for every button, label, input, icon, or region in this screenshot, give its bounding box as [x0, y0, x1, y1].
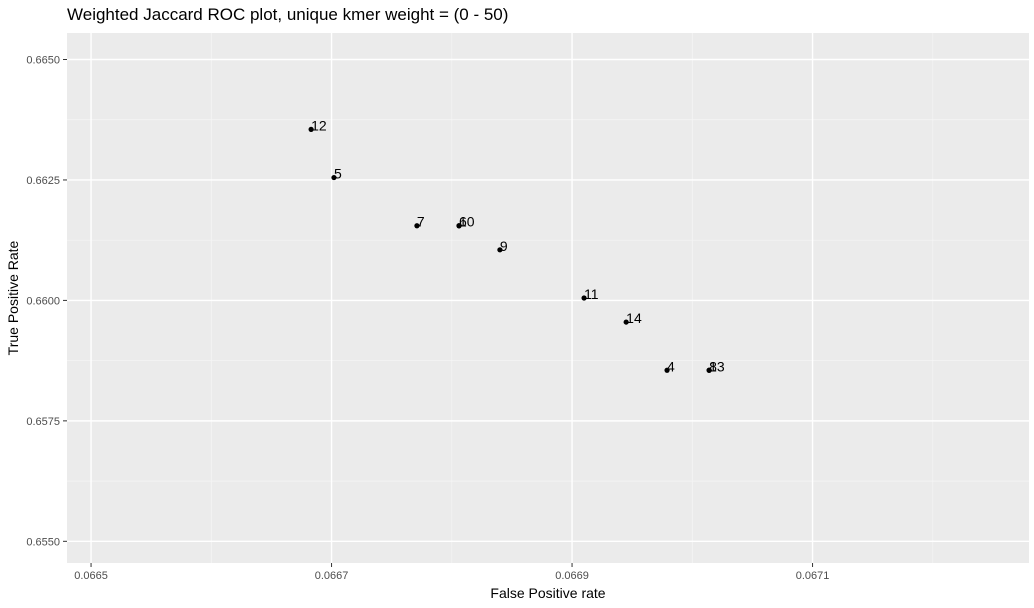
y-tick-label: 0.6625	[26, 175, 60, 187]
point-label-14: 14	[626, 310, 642, 326]
x-axis-title: False Positive rate	[490, 585, 605, 601]
point-label-9: 9	[500, 238, 508, 254]
y-tick-label: 0.6600	[26, 295, 60, 307]
y-tick-label: 0.6550	[26, 536, 60, 548]
plot-panel	[67, 33, 1029, 563]
point-label-5: 5	[334, 166, 342, 182]
data-point-5	[331, 174, 337, 181]
x-tick-label: 0.0671	[796, 570, 830, 582]
y-axis-ticks: 0.6550 0.6575 0.6600 0.6625 0.6650	[26, 55, 67, 548]
point-label-8: 8	[709, 358, 717, 374]
data-points: 12 5 7 610 9 11 14 4 813	[308, 117, 725, 374]
data-point-14	[623, 319, 629, 325]
x-tick-label: 0.0669	[555, 570, 589, 582]
point-label-11: 11	[584, 286, 599, 302]
y-axis-title: True Positive Rate	[5, 240, 21, 355]
data-point-9	[497, 247, 503, 253]
data-point-11	[581, 295, 587, 301]
point-label-12: 12	[311, 117, 327, 133]
data-point-12	[308, 126, 314, 132]
chart-title: Weighted Jaccard ROC plot, unique kmer w…	[67, 5, 508, 24]
data-point-7	[414, 223, 420, 229]
y-tick-label: 0.6575	[26, 416, 60, 428]
data-point-4	[664, 367, 670, 373]
y-tick-label: 0.6650	[26, 55, 60, 67]
major-gridlines	[67, 33, 1029, 563]
x-tick-label: 0.0667	[315, 570, 349, 582]
data-point-10	[456, 223, 462, 229]
minor-gridlines	[67, 33, 1029, 563]
x-axis-ticks: 0.0665 0.0667 0.0669 0.0671	[74, 563, 829, 582]
point-label-6: 6	[459, 214, 467, 230]
point-label-4: 4	[667, 358, 675, 374]
data-point-13	[706, 367, 712, 373]
point-label-7: 7	[417, 214, 425, 230]
point-label-10: 10	[459, 214, 475, 230]
x-tick-label: 0.0665	[74, 570, 108, 582]
point-label-13: 13	[709, 358, 725, 374]
